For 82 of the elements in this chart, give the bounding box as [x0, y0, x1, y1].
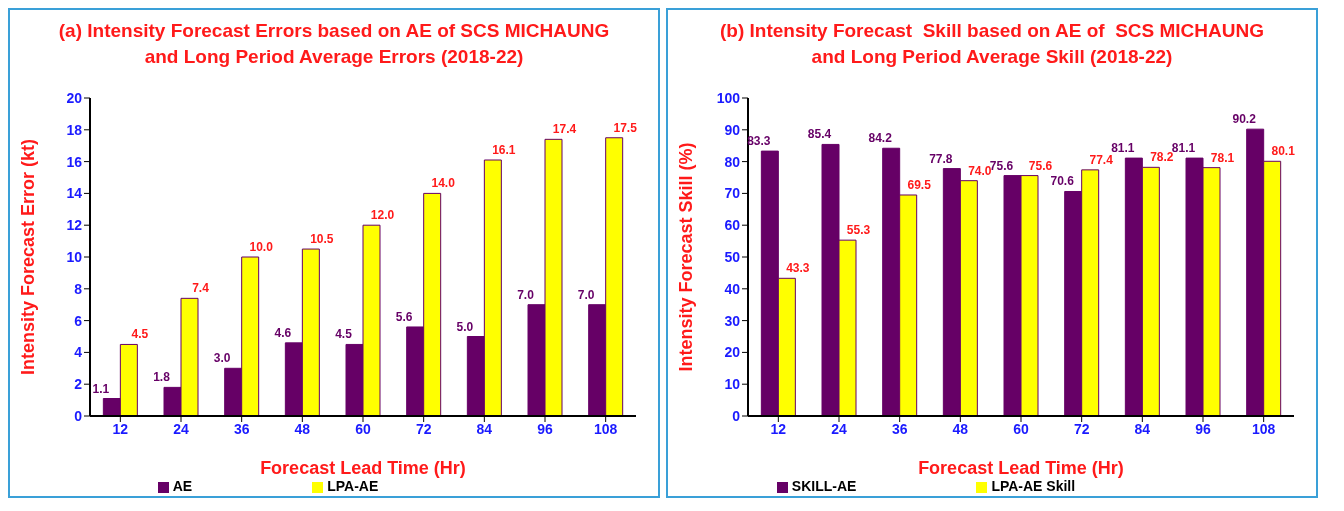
- y-tick-label: 50: [724, 248, 741, 265]
- y-tick-label: 20: [724, 344, 741, 361]
- data-label: 80.1: [1271, 144, 1296, 159]
- y-axis-title: Intensity Forecast Error (kt): [18, 138, 39, 376]
- y-tick-label: 6: [74, 312, 83, 329]
- x-tick-label: 48: [952, 420, 969, 437]
- y-tick-label: 14: [66, 185, 83, 202]
- data-label: 69.5: [907, 177, 932, 192]
- data-label: 7.4: [192, 281, 210, 296]
- data-label: 7.0: [517, 287, 535, 302]
- data-label: 78.1: [1210, 150, 1235, 165]
- data-label: 90.2: [1232, 112, 1257, 127]
- y-tick-label: 60: [724, 217, 741, 234]
- data-label: 5.6: [395, 309, 413, 324]
- data-label: 4.5: [131, 327, 149, 342]
- data-label: 17.5: [613, 120, 638, 135]
- x-tick-label: 96: [1195, 420, 1211, 437]
- x-tick-label: 36: [891, 420, 908, 437]
- x-tick-label: 60: [355, 420, 371, 437]
- y-tick-label: 100: [716, 89, 741, 106]
- y-tick-label: 70: [724, 185, 741, 202]
- y-tick-label: 10: [724, 376, 741, 393]
- x-axis-title: Forecast Lead Time (Hr): [918, 458, 1124, 478]
- data-label: 5.0: [456, 319, 474, 334]
- x-tick-label: 84: [476, 420, 493, 437]
- chart-title: (a) Intensity Forecast Errors based on AE of SCS MICHAUNG and Long Period Average Errors (2018-22): [57, 19, 611, 69]
- x-tick-label: 48: [294, 420, 311, 437]
- data-label: 4.5: [335, 327, 353, 342]
- y-tick-label: 30: [724, 312, 741, 329]
- legend-label: AE: [172, 478, 193, 494]
- x-tick-label: 96: [537, 420, 553, 437]
- data-label: 10.0: [249, 240, 274, 254]
- data-label: 77.4: [1089, 152, 1114, 167]
- data-label: 84.2: [868, 131, 893, 146]
- x-tick-label: 24: [173, 420, 189, 437]
- y-tick-label: 2: [74, 376, 83, 393]
- y-tick-label: 16: [66, 153, 83, 170]
- y-tick-label: 40: [724, 280, 741, 297]
- x-tick-label: 108: [593, 420, 618, 437]
- y-tick-label: 4: [74, 344, 83, 361]
- x-tick-label: 72: [415, 420, 432, 437]
- legend-label: SKILL-AE: [791, 478, 857, 494]
- y-tick-label: 0: [74, 407, 83, 424]
- y-tick-label: 0: [732, 407, 741, 424]
- data-label: 1.1: [92, 381, 110, 396]
- data-label: 85.4: [807, 127, 832, 142]
- data-label: 55.3: [846, 223, 871, 238]
- data-label: 70.6: [1050, 174, 1075, 189]
- data-label: 3.0: [213, 351, 231, 366]
- legend-label: LPA-AE Skill: [991, 478, 1076, 494]
- x-tick-label: 60: [1013, 420, 1029, 437]
- y-axis-title: Intensity Forecast Skill (%): [676, 142, 697, 372]
- chart-title: (b) Intensity Forecast Skill based on AE of SCS MICHAUNG and Long Period Average Skill (2018-22): [718, 19, 1265, 69]
- x-tick-label: 72: [1073, 420, 1090, 437]
- y-tick-label: 8: [74, 280, 83, 297]
- data-label: 1.8: [153, 370, 171, 385]
- data-label: 4.6: [274, 325, 292, 340]
- x-tick-label: 84: [1134, 420, 1151, 437]
- y-tick-label: 90: [724, 121, 741, 138]
- x-tick-label: 108: [1251, 420, 1276, 437]
- data-label: 14.0: [431, 176, 456, 191]
- data-label: 17.4: [552, 122, 577, 137]
- data-label: 75.6: [1028, 158, 1053, 173]
- legend-label: LPA-AE: [327, 478, 379, 494]
- y-tick-label: 18: [66, 121, 83, 138]
- data-label: 10.5: [310, 232, 334, 247]
- x-tick-label: 24: [831, 420, 847, 437]
- data-label: 74.0: [968, 163, 992, 178]
- data-label: 16.1: [492, 143, 516, 158]
- x-tick-label: 36: [233, 420, 250, 437]
- y-tick-label: 80: [724, 153, 741, 170]
- x-axis-title: Forecast Lead Time (Hr): [260, 458, 466, 478]
- y-tick-label: 20: [66, 89, 83, 106]
- data-label: 77.8: [929, 151, 953, 166]
- data-label: 43.3: [786, 261, 810, 276]
- x-tick-label: 12: [112, 420, 129, 437]
- y-tick-label: 10: [66, 248, 83, 265]
- data-label: 12.0: [370, 208, 395, 223]
- data-label: 7.0: [577, 287, 595, 302]
- data-label: 81.1: [1111, 141, 1135, 156]
- x-tick-label: 12: [770, 420, 787, 437]
- y-tick-label: 12: [66, 217, 83, 234]
